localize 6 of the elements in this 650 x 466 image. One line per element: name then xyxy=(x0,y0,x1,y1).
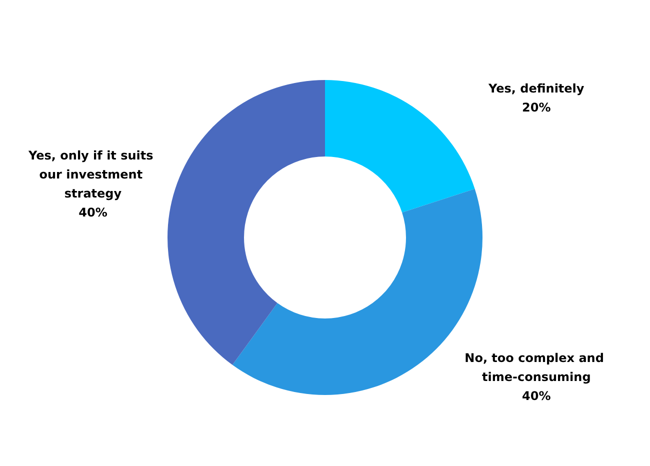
slice-label: No, too complex and time-consuming xyxy=(464,351,608,384)
slice-label: Yes, definitely xyxy=(488,81,584,96)
data-label: 40% xyxy=(78,206,108,220)
data-label: 20% xyxy=(522,100,551,114)
data-label: 40% xyxy=(522,389,551,404)
slice-label: Yes, only if it suits our investment strategy xyxy=(28,148,158,201)
